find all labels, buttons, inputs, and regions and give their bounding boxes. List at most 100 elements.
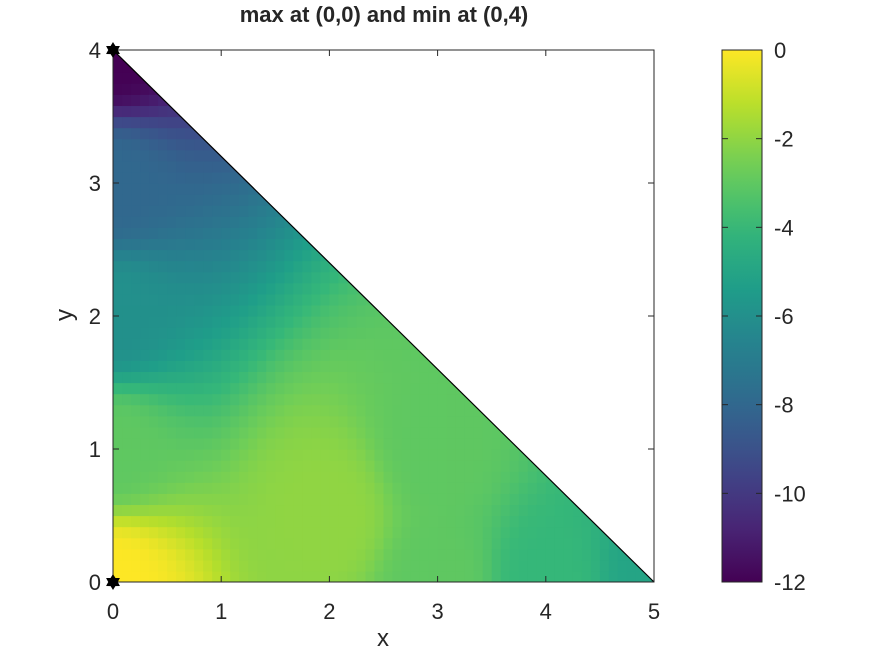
heatmap-cell — [482, 393, 493, 406]
heatmap-cell — [473, 471, 484, 483]
heatmap-cell — [266, 559, 276, 572]
heatmap-cell — [284, 415, 294, 428]
heatmap-cell — [149, 559, 159, 572]
heatmap-cell — [320, 327, 330, 339]
heatmap-cell — [275, 338, 285, 350]
heatmap-cell — [113, 437, 123, 450]
heatmap-cell — [275, 504, 285, 517]
heatmap-cell — [446, 471, 457, 483]
heatmap-cell — [113, 471, 123, 483]
heatmap-cell — [446, 504, 457, 517]
heatmap-cell — [374, 515, 385, 528]
heatmap-cell — [437, 559, 448, 572]
heatmap-cell — [482, 449, 493, 461]
heatmap-cell — [149, 382, 159, 395]
heatmap-cell — [203, 116, 213, 129]
heatmap-cell — [158, 504, 168, 517]
heatmap-cell — [122, 260, 132, 273]
heatmap-cell — [455, 559, 466, 572]
heatmap-cell — [302, 382, 312, 395]
heatmap-cell — [311, 559, 321, 572]
heatmap-cell — [572, 559, 583, 572]
heatmap-cell — [329, 559, 340, 572]
heatmap-cell — [500, 404, 511, 417]
heatmap-cell — [302, 526, 312, 539]
heatmap-cell — [365, 282, 376, 295]
heatmap-cell — [302, 570, 312, 582]
heatmap-cell — [320, 238, 330, 251]
heatmap-cell — [356, 371, 367, 384]
x-tick-label: 1 — [215, 599, 227, 624]
heatmap-cell — [122, 404, 132, 417]
heatmap-cell — [122, 382, 132, 395]
heatmap-cell — [185, 460, 195, 472]
heatmap-cell — [230, 194, 240, 206]
heatmap-cell — [194, 493, 204, 506]
heatmap-cell — [266, 183, 276, 195]
heatmap-cell — [527, 460, 538, 472]
heatmap-cell — [383, 316, 394, 328]
heatmap-cell — [257, 437, 267, 450]
heatmap-cell — [554, 515, 565, 528]
heatmap-cell — [356, 515, 367, 528]
heatmap-cell — [293, 349, 303, 361]
heatmap-cell — [230, 559, 240, 572]
heatmap-cell — [311, 260, 321, 273]
heatmap-cell — [266, 393, 276, 406]
heatmap-cell — [518, 449, 529, 461]
heatmap-cell — [266, 271, 276, 284]
heatmap-cell — [257, 471, 267, 483]
heatmap-cell — [338, 559, 349, 572]
heatmap-cell — [167, 493, 177, 506]
heatmap-cell — [113, 404, 123, 417]
heatmap-cell — [284, 504, 294, 517]
heatmap-cell — [257, 559, 267, 572]
heatmap-cell — [140, 338, 150, 350]
heatmap-cell — [419, 570, 430, 582]
heatmap-cell — [149, 316, 159, 328]
heatmap-cell — [248, 526, 258, 539]
heatmap-cell — [464, 449, 475, 461]
heatmap-cell — [410, 460, 421, 472]
heatmap-cell — [545, 526, 556, 539]
heatmap-cell — [464, 559, 475, 572]
heatmap-cell — [284, 515, 294, 528]
heatmap-cell — [266, 415, 276, 428]
heatmap-cell — [113, 127, 123, 140]
heatmap-cell — [257, 249, 267, 262]
heatmap-cell — [176, 360, 186, 373]
heatmap-cell — [500, 570, 511, 582]
heatmap-cell — [239, 183, 249, 195]
heatmap-cell — [482, 526, 493, 539]
colorbar-tick-label: -12 — [774, 570, 806, 595]
heatmap-cell — [284, 537, 294, 550]
heatmap-cell — [392, 393, 403, 406]
heatmap-cell — [149, 149, 159, 162]
heatmap-cell — [482, 548, 493, 561]
heatmap-cell — [203, 304, 213, 317]
heatmap-cell — [356, 526, 367, 539]
heatmap-cell — [176, 404, 186, 417]
heatmap-cell — [464, 471, 475, 483]
heatmap-cell — [158, 570, 168, 582]
heatmap-cell — [185, 537, 195, 550]
heatmap-cell — [491, 426, 502, 439]
heatmap-cell — [401, 504, 412, 517]
heatmap-cell — [221, 216, 231, 228]
heatmap-cell — [374, 526, 385, 539]
heatmap-cell — [455, 482, 466, 494]
heatmap-cell — [644, 548, 654, 561]
heatmap-cell — [392, 415, 403, 428]
heatmap-cell — [284, 227, 294, 240]
heatmap-cell — [320, 349, 330, 361]
heatmap-cell — [149, 171, 159, 184]
heatmap-cell — [284, 238, 294, 251]
heatmap-cell — [194, 382, 204, 395]
heatmap-cell — [293, 559, 303, 572]
heatmap-cell — [194, 171, 204, 184]
heatmap-cell — [221, 304, 231, 317]
heatmap-cell — [266, 327, 276, 339]
heatmap-cell — [302, 493, 312, 506]
heatmap-cell — [311, 238, 321, 251]
